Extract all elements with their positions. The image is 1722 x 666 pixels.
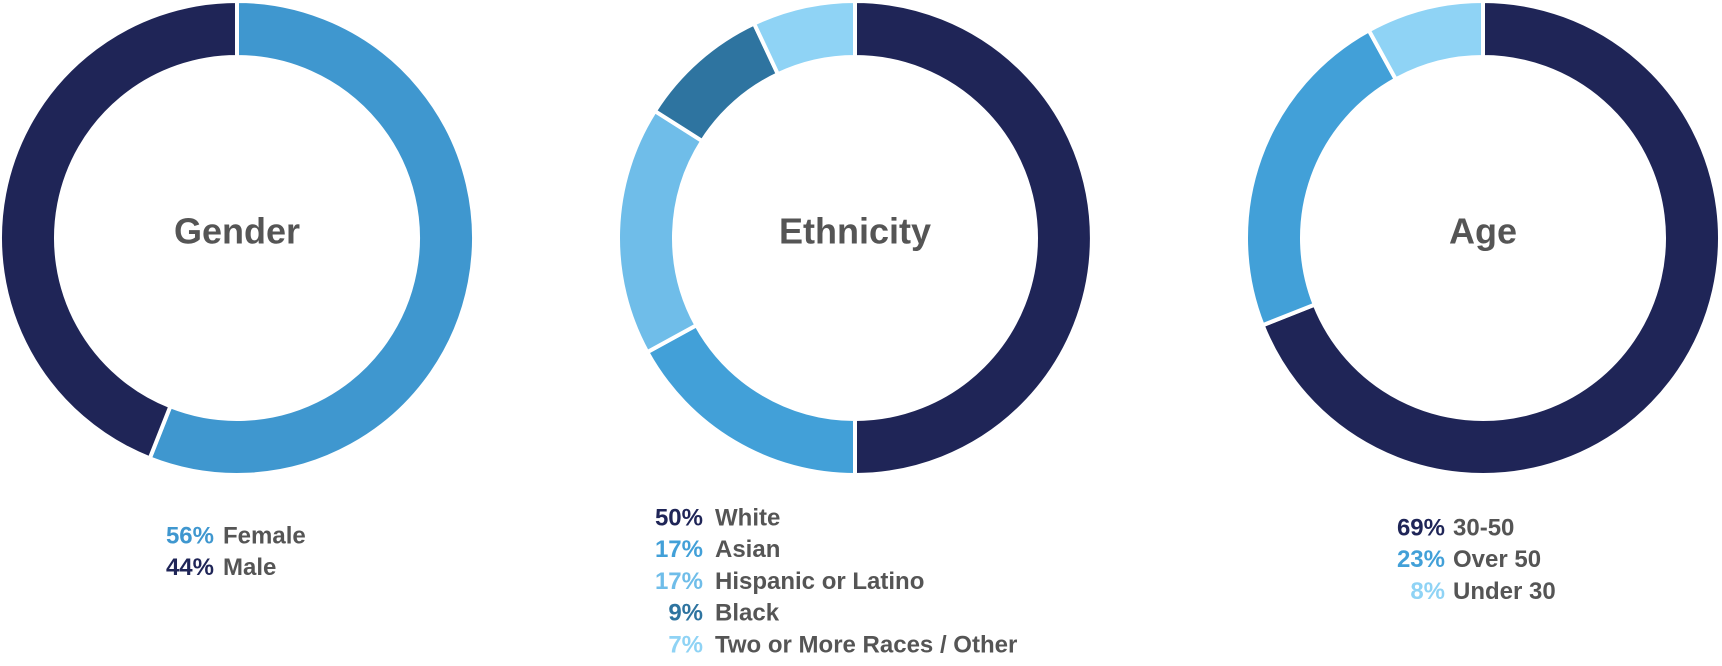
donut-segment bbox=[1260, 0, 1722, 477]
legend-label: Under 30 bbox=[1453, 578, 1556, 605]
legend-percent: 50% bbox=[655, 504, 703, 531]
legend-percent: 17% bbox=[655, 536, 703, 563]
legend-label: Over 50 bbox=[1453, 546, 1541, 573]
legend-percent: 69% bbox=[1397, 514, 1445, 541]
center-title: Ethnicity bbox=[779, 211, 931, 252]
donut-segment bbox=[147, 0, 476, 477]
donut-segment bbox=[652, 20, 781, 144]
legend-label: 30-50 bbox=[1453, 514, 1514, 541]
legend-label: Hispanic or Latino bbox=[715, 568, 924, 595]
donut-segment bbox=[853, 0, 1094, 478]
legend-label: White bbox=[715, 504, 780, 531]
legend-percent: 17% bbox=[655, 568, 703, 595]
legend-label: Female bbox=[223, 522, 306, 549]
legend-percent: 23% bbox=[1397, 546, 1445, 573]
legend-percent: 7% bbox=[668, 632, 703, 659]
donut-segment bbox=[751, 0, 857, 77]
legend-percent: 8% bbox=[1410, 578, 1445, 605]
donut-segment bbox=[1366, 0, 1485, 83]
donut-segment bbox=[0, 0, 239, 461]
legend-label: Black bbox=[715, 600, 780, 627]
donut-segment bbox=[616, 108, 705, 355]
legend-label: Male bbox=[223, 554, 276, 581]
legend-percent: 9% bbox=[668, 600, 703, 627]
center-title: Gender bbox=[174, 211, 300, 252]
donut-segment bbox=[644, 322, 857, 478]
legend-percent: 56% bbox=[166, 522, 214, 549]
center-title: Age bbox=[1449, 211, 1517, 252]
legend-percent: 44% bbox=[166, 554, 214, 581]
legend-label: Two or More Races / Other bbox=[715, 632, 1017, 659]
donut-segment bbox=[1243, 27, 1399, 328]
legend-label: Asian bbox=[715, 536, 780, 563]
